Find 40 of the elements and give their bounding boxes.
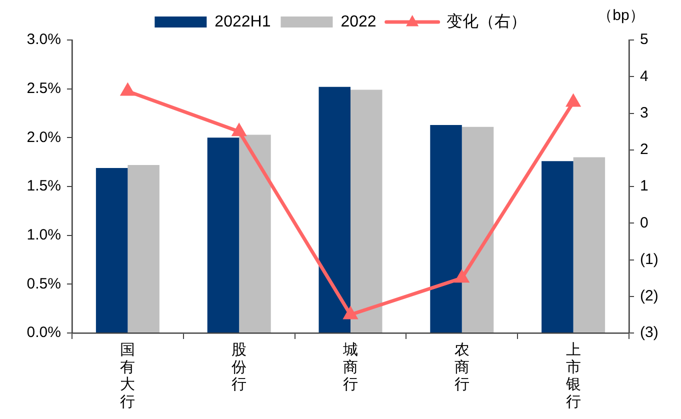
y-tick-label: 1.0% bbox=[26, 226, 61, 244]
bar bbox=[573, 157, 606, 332]
bar bbox=[96, 168, 128, 332]
bar bbox=[318, 86, 350, 332]
legend-label: 变化（右） bbox=[446, 12, 526, 30]
point bbox=[343, 306, 358, 320]
legend-label: 2022 bbox=[340, 13, 376, 30]
y2-tick-label: (1) bbox=[640, 250, 658, 268]
point bbox=[454, 270, 470, 283]
y-tick-label: 2.5% bbox=[26, 80, 61, 97]
point bbox=[566, 94, 581, 107]
y2-tick-label: 1 bbox=[640, 178, 648, 195]
y2-tick-label: 5 bbox=[640, 31, 648, 48]
bar bbox=[430, 124, 462, 332]
y2-axis-title: （bp） bbox=[598, 7, 644, 24]
y2-tick-label: 4 bbox=[640, 68, 648, 85]
x-tick-label: 上市银行 bbox=[564, 342, 581, 410]
bar bbox=[239, 134, 271, 332]
x-tick-label: 农商行 bbox=[454, 342, 470, 394]
y2-tick-label: (3) bbox=[640, 324, 658, 342]
bar bbox=[462, 126, 494, 332]
y-tick-label: 1.5% bbox=[26, 178, 61, 195]
point bbox=[232, 123, 247, 136]
bar bbox=[128, 165, 160, 332]
y2-tick-label: 0 bbox=[640, 214, 648, 232]
legend-label: 2022H1 bbox=[214, 13, 271, 30]
y2-tick-label: 2 bbox=[640, 141, 648, 158]
bar bbox=[542, 161, 574, 332]
y-tick-label: 0.0% bbox=[26, 324, 61, 342]
y2-tick-label: 3 bbox=[640, 104, 648, 122]
x-tick-label: 国有大行 bbox=[120, 342, 136, 410]
y2-tick-label: (2) bbox=[640, 288, 658, 305]
x-tick-label: 城商行 bbox=[342, 342, 358, 394]
bar bbox=[207, 138, 240, 332]
y-tick-label: 0.5% bbox=[26, 275, 61, 292]
y-tick-label: 3.0% bbox=[26, 31, 61, 48]
x-tick-label: 股份行 bbox=[232, 342, 247, 394]
bar bbox=[350, 90, 382, 332]
y-tick-label: 2.0% bbox=[26, 128, 61, 146]
point bbox=[120, 82, 136, 96]
